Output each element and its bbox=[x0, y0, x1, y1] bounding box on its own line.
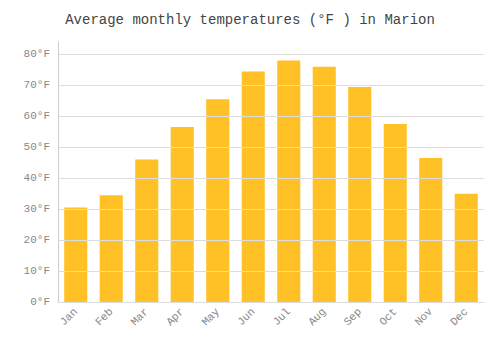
svg-text:Nov: Nov bbox=[413, 305, 436, 328]
svg-text:Jan: Jan bbox=[58, 306, 80, 328]
svg-text:Apr: Apr bbox=[164, 306, 186, 328]
svg-text:40°F: 40°F bbox=[24, 172, 50, 184]
svg-text:Oct: Oct bbox=[377, 306, 399, 328]
svg-text:Jun: Jun bbox=[235, 306, 257, 328]
svg-text:Average monthly temperatures (: Average monthly temperatures (°F ) in Ma… bbox=[65, 12, 435, 28]
svg-text:Mar: Mar bbox=[129, 306, 151, 328]
svg-text:20°F: 20°F bbox=[24, 234, 50, 246]
svg-text:80°F: 80°F bbox=[24, 48, 50, 60]
svg-text:Feb: Feb bbox=[93, 306, 115, 328]
svg-text:30°F: 30°F bbox=[24, 203, 50, 215]
svg-text:Aug: Aug bbox=[306, 306, 328, 328]
svg-text:50°F: 50°F bbox=[24, 141, 50, 153]
svg-text:Jul: Jul bbox=[271, 306, 293, 328]
svg-text:70°F: 70°F bbox=[24, 79, 50, 91]
svg-text:Sep: Sep bbox=[342, 306, 364, 328]
svg-text:60°F: 60°F bbox=[24, 110, 50, 122]
svg-text:May: May bbox=[200, 305, 223, 328]
svg-text:0°F: 0°F bbox=[30, 296, 50, 308]
svg-text:Dec: Dec bbox=[448, 306, 470, 328]
svg-text:10°F: 10°F bbox=[24, 265, 50, 277]
